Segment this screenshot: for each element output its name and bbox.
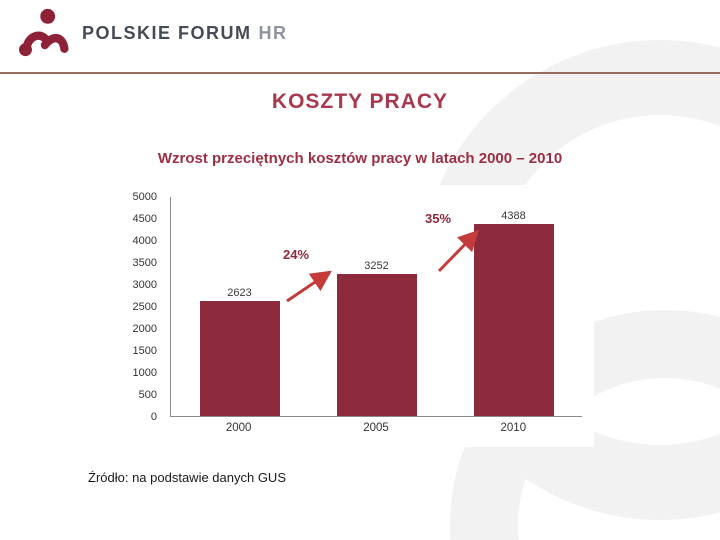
y-axis-tick: 4500 <box>132 213 157 225</box>
bar-value-label: 2623 <box>227 287 252 299</box>
bar-column-2000: 2623 <box>199 287 280 416</box>
bar-column-2005: 3252 <box>336 260 417 416</box>
y-axis-tick: 500 <box>138 389 157 401</box>
header: POLSKIE FORUM HR <box>16 8 288 58</box>
arrow-up-icon <box>437 229 480 273</box>
y-axis-tick: 1500 <box>132 345 157 357</box>
brand-name: POLSKIE FORUM <box>82 22 252 43</box>
bar-value-label: 4388 <box>501 210 526 222</box>
y-axis-tick: 3500 <box>132 257 157 269</box>
source-note: Źródło: na podstawie danych GUS <box>88 470 286 485</box>
bar-2010 <box>473 224 554 416</box>
x-axis-tick: 2005 <box>363 422 389 434</box>
y-axis-tick: 1000 <box>132 367 157 379</box>
bar-2000 <box>199 301 280 416</box>
bar-value-label: 3252 <box>364 260 389 272</box>
arrow-up-icon <box>286 270 332 303</box>
header-divider <box>0 72 720 74</box>
y-axis-tick: 4000 <box>132 235 157 247</box>
growth-annotation: 35% <box>425 211 452 226</box>
bar-column-2010: 4388 <box>473 210 554 416</box>
x-axis-tick: 2010 <box>500 422 527 434</box>
y-axis-tick: 5000 <box>132 191 157 203</box>
slide-subtitle: Wzrost przeciętnych kosztów pracy w lata… <box>157 150 563 167</box>
chart-x-axis: 2000 2005 2010 <box>170 422 582 434</box>
bar-chart: 5000 4500 4000 3500 3000 2500 2000 1500 1000 500 0… <box>112 185 594 447</box>
chart-y-axis: 5000 4500 4000 3500 3000 2500 2000 1500 1000 500 0 <box>112 191 164 423</box>
y-axis-tick: 2500 <box>132 301 157 313</box>
x-axis-tick: 2000 <box>225 422 252 434</box>
chart-plot: 24% 35% 2623 3252 4388 <box>170 197 582 417</box>
y-axis-tick: 2000 <box>132 323 157 335</box>
y-axis-tick: 3000 <box>132 279 157 291</box>
growth-annotation: 24% <box>283 247 310 262</box>
brand-suffix: HR <box>258 22 288 43</box>
slide-title: KOSZTY PRACY <box>271 90 449 113</box>
bar-2005 <box>336 274 417 416</box>
y-axis-tick: 0 <box>150 411 157 423</box>
polskie-forum-hr-logo-icon <box>16 8 72 58</box>
